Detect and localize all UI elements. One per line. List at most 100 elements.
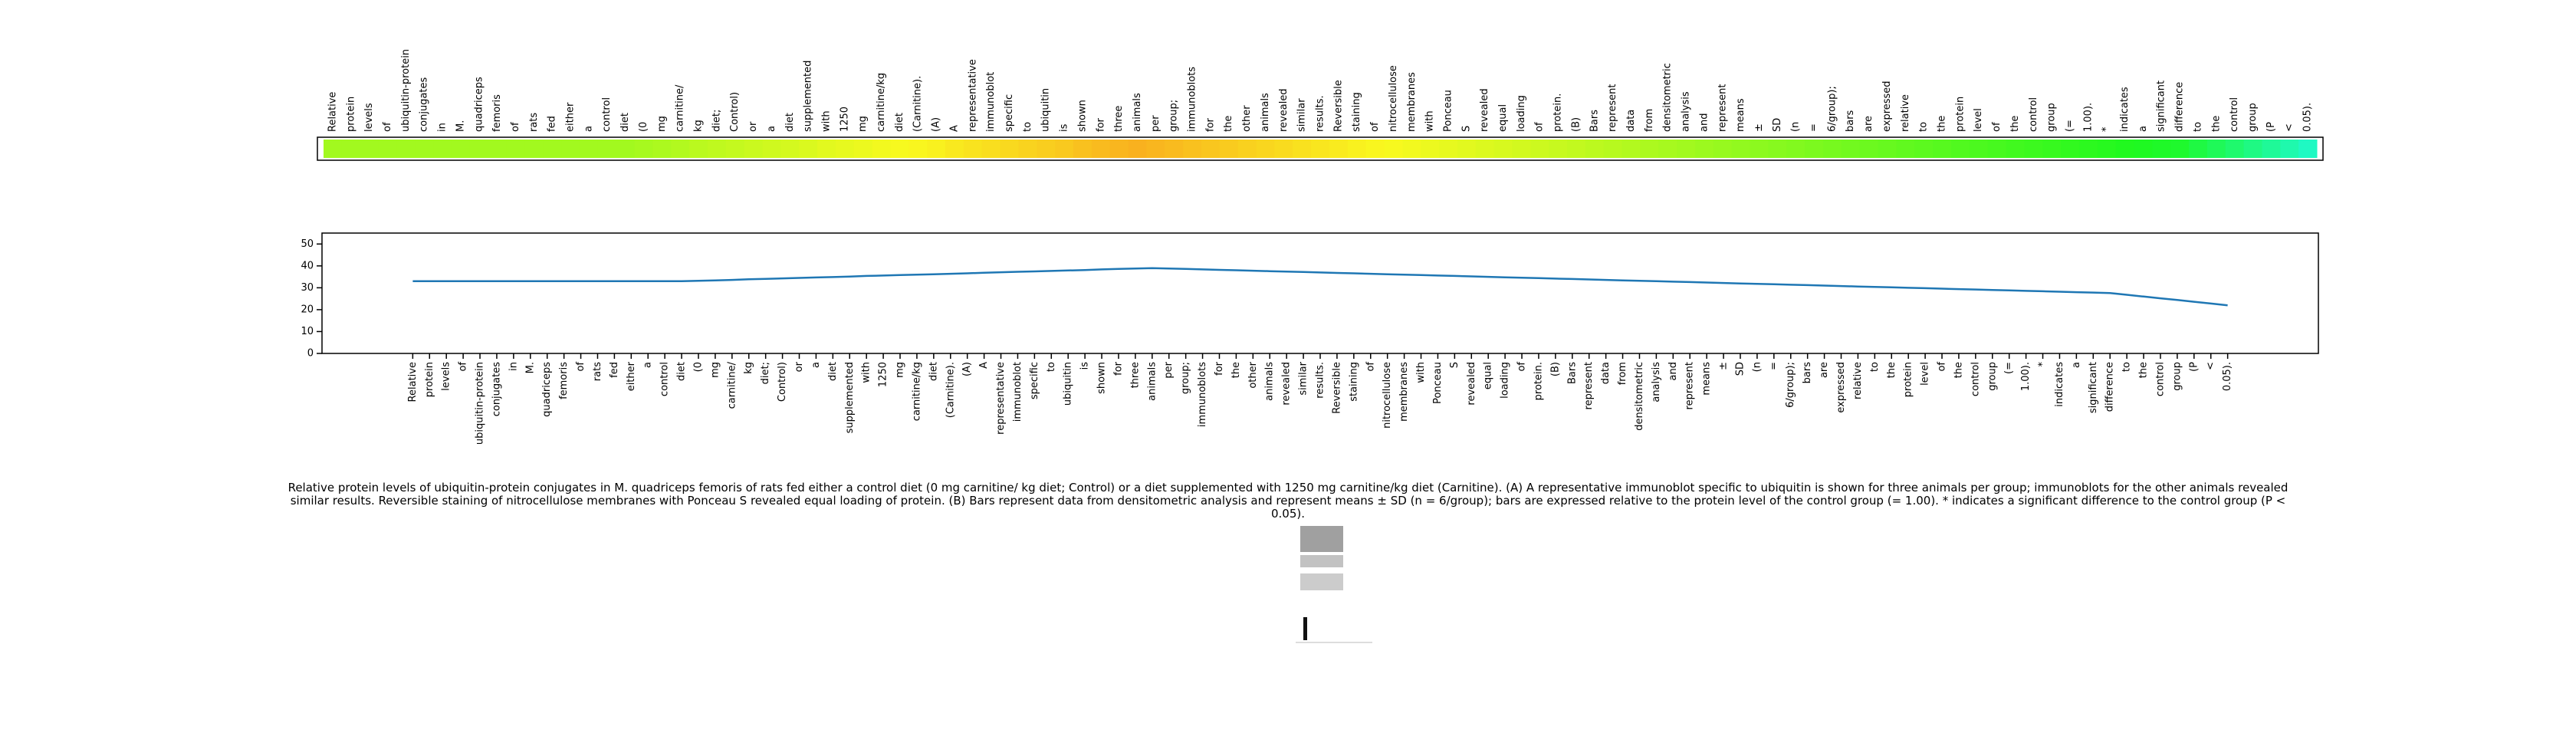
- heat-cell: [689, 140, 708, 158]
- heat-cell: [1109, 140, 1129, 158]
- heat-cell: [1347, 140, 1367, 158]
- column-label: three: [1113, 106, 1125, 132]
- heat-cell: [1165, 140, 1184, 158]
- heat-cell: [579, 140, 599, 158]
- heat-cell: [2280, 140, 2299, 158]
- axes-frame: [321, 232, 2319, 354]
- column-label: (A): [931, 117, 942, 132]
- ponceau-band: [1300, 573, 1343, 590]
- column-label: of: [382, 122, 393, 132]
- heat-cell: [2298, 140, 2318, 158]
- column-label: from: [1644, 109, 1655, 132]
- x-tick-label: quadriceps: [541, 362, 553, 417]
- column-label: A: [948, 125, 960, 132]
- x-tick-label: staining: [1348, 362, 1359, 402]
- heat-cell: [2134, 140, 2153, 158]
- column-label: animals: [1132, 93, 1143, 132]
- heat-cell: [1658, 140, 1677, 158]
- column-label: protein: [345, 97, 356, 132]
- x-tick-label: a: [810, 362, 822, 368]
- x-tick-label: 6/group);: [1785, 362, 1796, 408]
- heat-cell: [652, 140, 672, 158]
- column-label: mg: [656, 116, 668, 132]
- heat-cell: [909, 140, 928, 158]
- heat-cell: [341, 140, 361, 158]
- x-tick-label: mg: [709, 362, 721, 378]
- x-tick-label: control: [1970, 362, 1981, 396]
- heat-cell: [981, 140, 1001, 158]
- x-tick-label: diet;: [760, 362, 771, 384]
- x-tick-label: protein: [424, 362, 435, 397]
- x-tick-label: group;: [1180, 362, 1191, 394]
- blot-band: [1300, 555, 1343, 567]
- x-tick-label: <: [2205, 362, 2216, 370]
- heat-cell: [324, 140, 343, 158]
- x-tick-label: *: [2037, 362, 2049, 367]
- heat-cell: [2097, 140, 2117, 158]
- x-tick-label: for: [1214, 361, 1225, 376]
- x-tick-label: represent: [1684, 362, 1696, 409]
- x-tick-label: of: [1365, 362, 1376, 372]
- heat-cell: [561, 140, 580, 158]
- heat-cell: [1530, 140, 1549, 158]
- x-tick-label: equal: [1483, 362, 1494, 389]
- x-tick-label: kg: [743, 362, 754, 374]
- x-tick-label: Relative: [407, 362, 419, 402]
- column-label: results.: [1315, 95, 1326, 132]
- x-tick-label: S: [1449, 362, 1460, 368]
- column-label: (n: [1790, 122, 1802, 132]
- heat-cell: [543, 140, 562, 158]
- x-tick-label: to: [1046, 362, 1057, 372]
- bar-image: [1303, 617, 1307, 640]
- heat-cell: [415, 140, 434, 158]
- column-label: carnitine/kg: [876, 73, 887, 132]
- x-tick-label: (P: [2188, 362, 2200, 372]
- x-tick-label: M.: [524, 362, 536, 373]
- x-tick-label: of: [458, 362, 469, 372]
- heat-cell: [1237, 140, 1257, 158]
- column-label: 1250: [839, 107, 850, 132]
- heat-cell: [506, 140, 525, 158]
- y-tick-label: 30: [301, 282, 314, 294]
- column-label: supplemented: [803, 61, 814, 132]
- x-tick-label: 1250: [878, 362, 889, 387]
- column-label: a: [583, 126, 594, 132]
- x-tick-label: Ponceau: [1432, 362, 1444, 404]
- column-label: analysis: [1681, 91, 1692, 132]
- heat-cell: [1018, 140, 1037, 158]
- heat-cell: [1329, 140, 1349, 158]
- column-label: Bars: [1589, 110, 1600, 132]
- x-tick-label: fed: [609, 362, 620, 378]
- column-label: ubiquitin-protein: [400, 49, 412, 132]
- heat-cell: [1549, 140, 1568, 158]
- column-label: (Carnitine).: [912, 76, 924, 132]
- column-label: data: [1625, 110, 1637, 132]
- x-tick-label: similar: [1298, 361, 1309, 395]
- heat-cell: [1786, 140, 1806, 158]
- heat-cell: [927, 140, 946, 158]
- column-label: protein: [1954, 97, 1966, 132]
- column-label: a: [766, 126, 777, 132]
- heat-cell: [1567, 140, 1586, 158]
- heat-cell: [945, 140, 964, 158]
- column-label: represent: [1607, 84, 1618, 132]
- x-tick-label: protein.: [1533, 362, 1544, 400]
- column-label: and: [1698, 113, 1710, 132]
- x-tick-label: supplemented: [844, 362, 856, 433]
- column-label: the: [2009, 116, 2021, 132]
- x-tick-label: levels: [441, 362, 452, 391]
- column-label: diet: [894, 113, 905, 132]
- heat-cell: [1421, 140, 1440, 158]
- column-label: similar: [1296, 98, 1308, 132]
- heat-cell: [616, 140, 636, 158]
- heat-cell: [1933, 140, 1952, 158]
- column-label: for: [1204, 117, 1216, 132]
- column-label: Reversible: [1332, 80, 1344, 132]
- heat-cell: [1622, 140, 1641, 158]
- x-tick-label: for: [1112, 361, 1124, 376]
- column-label: per: [1150, 115, 1162, 132]
- heat-cell: [1512, 140, 1531, 158]
- heat-cell: [817, 140, 836, 158]
- data-line: [412, 267, 2228, 307]
